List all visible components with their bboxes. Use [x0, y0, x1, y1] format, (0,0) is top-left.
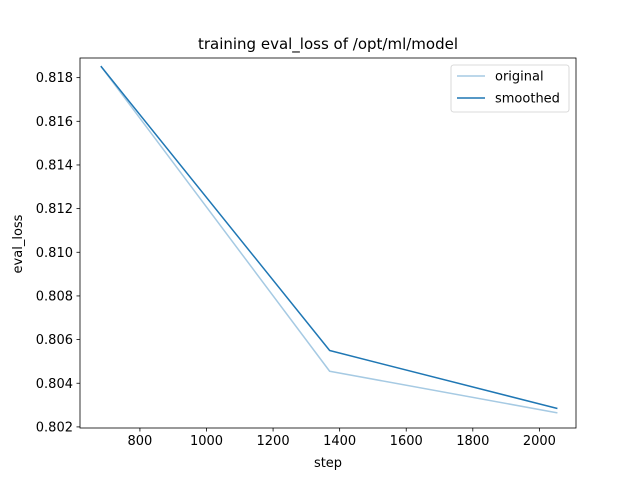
y-tick-label: 0.812 — [36, 202, 73, 217]
plot-area: 800 1000 1200 1400 1600 1800 2000 0.802 0.804 0.8… — [36, 57, 577, 449]
y-tick-label: 0.808 — [36, 289, 73, 304]
x-tick-label: 1600 — [390, 434, 423, 449]
x-tick-label: 1800 — [456, 434, 489, 449]
legend-label-original: original — [495, 70, 544, 85]
x-tick-label: 1400 — [323, 434, 356, 449]
series-line-smoothed — [100, 65, 558, 410]
y-axis-label: eval_loss — [11, 214, 26, 273]
chart-title: training eval_loss of /opt/ml/model — [198, 35, 458, 54]
y-tick-label: 0.816 — [36, 115, 73, 130]
series-line-original — [100, 65, 558, 414]
x-tick-label: 2000 — [523, 434, 556, 449]
y-tick-label: 0.806 — [36, 333, 73, 348]
x-tick-label: 1200 — [257, 434, 290, 449]
y-tick-label: 0.804 — [36, 377, 73, 392]
y-tick-label: 0.802 — [36, 420, 73, 435]
legend-label-smoothed: smoothed — [495, 92, 560, 107]
y-tick-label: 0.810 — [36, 246, 73, 261]
plot-frame — [79, 57, 577, 429]
y-tick-label: 0.818 — [36, 71, 73, 86]
x-tick-label: 800 — [128, 434, 153, 449]
x-axis-label: step — [314, 456, 342, 471]
x-tick-label: 1000 — [190, 434, 223, 449]
y-tick-label: 0.814 — [36, 158, 73, 173]
